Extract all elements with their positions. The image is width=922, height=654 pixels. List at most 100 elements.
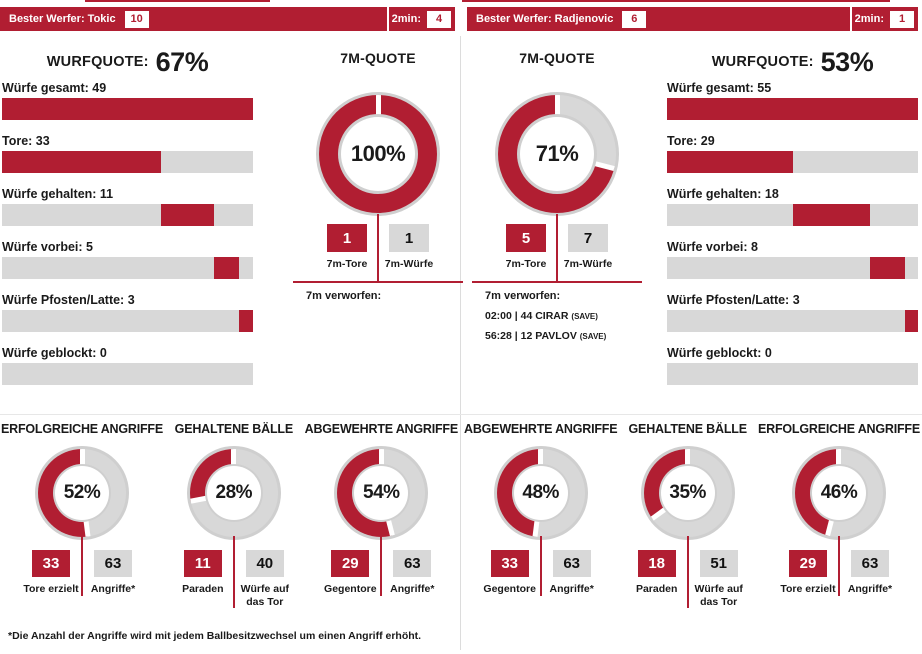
bottom-stats-section: ERFOLGREICHE ANGRIFFE 52% 33 63 Tor <box>0 417 922 617</box>
center-divider <box>460 36 461 650</box>
stat-panel-gehaltene-baelle-right: GEHALTENE BÄLLE 35% 18 51 Paraden <box>617 417 758 609</box>
red-stat-label: 7m-Tore <box>505 258 547 270</box>
verworfen-divider <box>293 280 463 283</box>
bar-label: Würfe gehalten: 18 <box>667 187 779 201</box>
bar-track <box>667 204 918 226</box>
bar-fill <box>792 204 871 226</box>
stat-panel-title: ABGEWEHRTE ANGRIFFE <box>304 422 459 436</box>
bar-fill <box>2 98 253 120</box>
stat-values: 11 40 <box>163 550 305 577</box>
stat-boxes: 33 63 Tore erzielt Angriffe* <box>1 536 163 596</box>
best-shooter-bar-left: Bester Werfer: Tokic 10 <box>0 7 387 31</box>
stat-divider-line <box>380 536 383 596</box>
verworfen-entry: 02:00 | 44 CIRAR (SAVE) <box>485 310 629 322</box>
panel-title: 7M-QUOTE <box>340 50 416 66</box>
gray-stat-label: Angriffe* <box>847 583 893 595</box>
stat-divider-line <box>232 536 235 609</box>
seven-m-stats: 5 7 7m-Tore 7m-Würfe <box>472 214 642 281</box>
donut-area: 52% <box>35 446 129 540</box>
stat-labels: Gegentore Angriffe* <box>305 583 458 596</box>
wurfquote-label: WURFQUOTE: <box>46 54 149 70</box>
two-min-value-chip: 1 <box>890 10 914 28</box>
donut-hole <box>811 466 866 520</box>
stat-labels: Tore erzielt Angriffe* <box>1 583 163 596</box>
donut-percent: 35% <box>669 482 706 503</box>
red-stat-label: 7m-Tore <box>326 258 368 270</box>
bar-label: Würfe Pfosten/Latte: 3 <box>667 293 800 307</box>
donut-area: 54% <box>334 446 429 540</box>
donut-chart: 48% <box>496 449 585 537</box>
gray-stat-box: 63 <box>552 550 591 577</box>
stat-panel-abgewehrte-angriffe-left: ABGEWEHRTE ANGRIFFE 54% 29 63 Gegen <box>305 417 458 608</box>
stat-values: 29 63 <box>758 550 920 577</box>
best-shooter-label: Bester Werfer: Tokic <box>9 13 116 25</box>
best-shooter-bar-right: Bester Werfer: Radjenovic 6 <box>467 7 850 31</box>
stat-values: 5 7 <box>472 224 642 252</box>
bar-label: Würfe geblockt: 0 <box>667 346 772 360</box>
stat-divider-line <box>539 536 542 596</box>
bar-fill <box>238 310 253 332</box>
donut-hole <box>513 466 568 520</box>
verworfen-title: 7m verworfen: <box>306 289 382 302</box>
stat-panel-title: GEHALTENE BÄLLE <box>628 422 747 436</box>
red-stat-box: 18 <box>637 550 676 577</box>
bar-fill <box>905 310 918 332</box>
stat-labels: Tore erzielt Angriffe* <box>758 583 920 596</box>
bar-fill <box>667 151 793 173</box>
bar-row-tore: Tore: 29 <box>667 133 918 173</box>
red-stat-box: 33 <box>32 550 70 577</box>
donut-hole <box>520 117 594 191</box>
two-min-value-chip: 4 <box>427 10 451 28</box>
stat-panel-erfolgreiche-angriffe-left: ERFOLGREICHE ANGRIFFE 52% 33 63 Tor <box>1 417 163 608</box>
donut-backing-ring: 48% <box>493 446 588 540</box>
verworfen-title: 7m verworfen: <box>485 289 561 302</box>
bar-row-pfosten: Würfe Pfosten/Latte: 3 <box>667 292 918 332</box>
stat-boxes: 18 51 Paraden Würfe auf das Tor <box>617 536 758 609</box>
bar-label: Würfe vorbei: 8 <box>667 240 758 254</box>
wurfquote-value: 53% <box>820 46 874 77</box>
gray-stat-label: Angriffe* <box>390 583 435 595</box>
seven-m-stats: 1 1 7m-Tore 7m-Würfe <box>293 214 463 281</box>
red-stat-label: Tore erzielt <box>23 583 79 595</box>
donut-backing-ring: 71% <box>495 92 619 216</box>
top-crop-line-left <box>85 0 270 2</box>
bottom-stats-left-team: ERFOLGREICHE ANGRIFFE 52% 33 63 Tor <box>1 417 458 609</box>
gray-stat-box: 63 <box>850 550 889 577</box>
footnote: *Die Anzahl der Angriffe wird mit jedem … <box>8 630 422 642</box>
shot-stats-right: WURFQUOTE: 53% Würfe gesamt: 55 Tore: 29… <box>667 44 918 398</box>
donut-hole <box>341 117 415 191</box>
bar-track <box>2 204 253 226</box>
bar-label: Tore: 33 <box>2 134 50 148</box>
stat-panel-title: ERFOLGREICHE ANGRIFFE <box>757 422 920 436</box>
red-stat-label: Paraden <box>182 583 224 595</box>
bar-row-geblockt: Würfe geblockt: 0 <box>667 345 918 385</box>
donut-backing-ring: 35% <box>640 446 735 540</box>
wurfquote-title-left: WURFQUOTE: 67% <box>2 44 253 80</box>
seven-m-panel-left: 7M-QUOTE 100% 1 1 7m-Tore 7m-Würfe 7m ve… <box>293 40 463 302</box>
bar-row-vorbei: Würfe vorbei: 8 <box>667 239 918 279</box>
bar-row-geblockt: Würfe geblockt: 0 <box>2 345 253 385</box>
red-stat-label: Gegentore <box>324 583 377 595</box>
donut-hole <box>55 466 109 520</box>
two-min-label: 2min: <box>391 13 421 25</box>
wurfquote-label: WURFQUOTE: <box>711 54 814 70</box>
stat-values: 33 63 <box>1 550 163 577</box>
gray-stat-label: 7m-Würfe <box>563 258 613 270</box>
donut-backing-ring: 100% <box>316 92 440 216</box>
bar-label: Würfe gesamt: 49 <box>2 81 107 95</box>
top-crop-line-right <box>462 0 890 2</box>
donut-percent: 52% <box>63 482 101 503</box>
bar-track <box>667 363 918 385</box>
best-shooter-value-chip: 6 <box>622 10 647 28</box>
bar-fill <box>2 151 162 173</box>
stat-boxes: 29 63 Tore erzielt Angriffe* <box>758 536 920 596</box>
red-stat-box: 1 <box>327 224 367 252</box>
bar-track <box>667 151 918 173</box>
gray-stat-label: Angriffe* <box>90 583 136 595</box>
verworfen-entry-text: 02:00 | 44 CIRAR <box>485 309 569 322</box>
two-min-bar-left: 2min: 4 <box>389 7 455 31</box>
bar-fill <box>214 257 239 279</box>
seven-m-panel-right: 7M-QUOTE 71% 5 7 7m-Tore 7m-Würfe 7m ver… <box>472 40 642 342</box>
two-min-bar-right: 2min: 1 <box>852 7 918 31</box>
donut-area: 100% <box>293 92 463 216</box>
